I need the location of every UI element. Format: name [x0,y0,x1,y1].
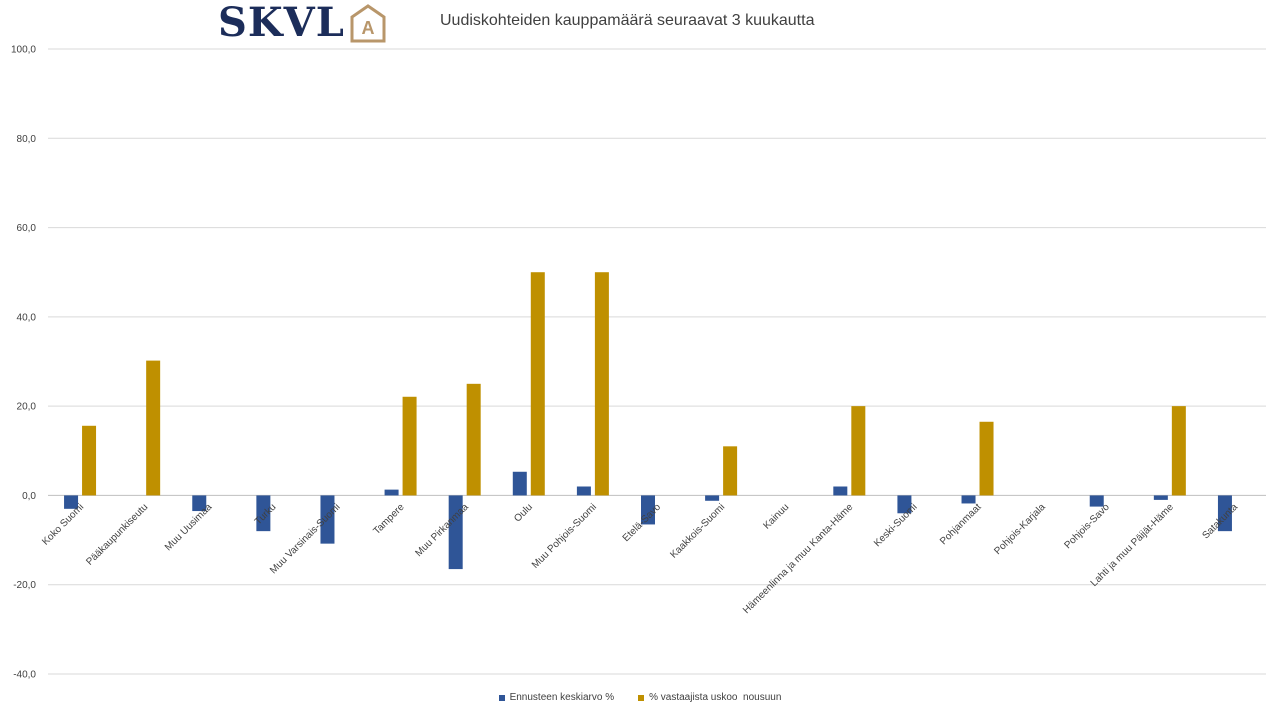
category-label: Kainuu [762,502,792,532]
bar-nousu [466,383,481,496]
bar-ennuste [641,495,655,525]
y-tick-label: -40,0 [13,670,36,681]
y-tick-label: 40,0 [17,312,37,323]
bar-ennuste [256,495,271,532]
bar-ennuste [512,471,527,496]
bar-ennuste [1217,495,1232,532]
bar-ennuste [833,486,848,496]
category-label: Oulu [512,502,535,525]
legend-label: % vastaajista uskoo nousuun [649,692,782,703]
y-tick-label: 20,0 [17,402,37,413]
category-label: Keski-Suomi [872,502,919,549]
logo-mark-text: A [361,18,374,38]
bar-ennuste [576,486,591,496]
category-label: Pohjanmaat [938,502,984,548]
bar-ennuste [320,495,335,544]
chart-title: Uudiskohteiden kauppamäärä seuraavat 3 k… [440,12,815,29]
legend-label: Ennusteen keskiarvo % [509,692,615,703]
legend-swatch [498,694,505,701]
y-tick-label: 80,0 [17,134,37,145]
y-tick-label: -20,0 [13,580,36,591]
category-label: Hämeenlinna ja muu Kanta-Häme [741,501,856,616]
y-tick-label: 0,0 [22,491,36,502]
bar-nousu [851,406,866,496]
bar-ennuste [448,495,463,570]
bar-ennuste [64,495,79,509]
y-tick-label: 60,0 [17,223,37,234]
y-tick-label: 100,0 [11,45,36,56]
y-axis-ticks: 100,0 80,0 60,0 40,0 20,0 0,0 -20,0 -40,0 [11,45,36,681]
bar-ennuste [192,495,207,512]
bar-ennuste [384,489,399,496]
bar-nousu [979,421,994,496]
legend: Ennusteen keskiarvo % % vastaajista uskoo… [0,692,1280,703]
bar-nousu [146,360,161,496]
bars [64,272,1232,570]
bar-ennuste [897,495,912,514]
category-label: Muu Pohjois-Suomi [530,502,599,571]
category-label: Pohjois-Karjala [992,501,1048,557]
bar-nousu [723,446,738,496]
house-logo-icon: A [350,4,386,43]
legend-item: % vastaajista uskoo nousuun [638,692,781,703]
bar-ennuste [1153,495,1168,500]
category-label: Muu Uusimaa [163,501,215,553]
category-label: Pääkaupunkiseutu [84,502,150,568]
bar-ennuste [705,495,720,501]
category-label: Kaakkois-Suomi [668,502,727,561]
bar-ennuste [1089,495,1104,507]
bar-nousu [402,396,417,496]
bar-nousu [594,272,609,496]
bar-nousu [82,425,97,496]
bar-nousu [1171,406,1186,496]
category-label: Pohjois-Savo [1062,501,1112,551]
bar-chart: 100,0 80,0 60,0 40,0 20,0 0,0 -20,0 -40,0 Koko … [11,45,1266,681]
legend-item: Ennusteen keskiarvo % [498,692,615,703]
legend-swatch [638,694,645,701]
gridlines [48,48,1266,675]
category-label: Tampere [371,501,407,537]
skvl-logo: SKVL A [218,2,387,44]
category-label: Koko Suomi [40,502,86,548]
logo-text: SKVL [218,0,345,46]
bar-ennuste [961,495,976,504]
bar-nousu [530,272,545,496]
